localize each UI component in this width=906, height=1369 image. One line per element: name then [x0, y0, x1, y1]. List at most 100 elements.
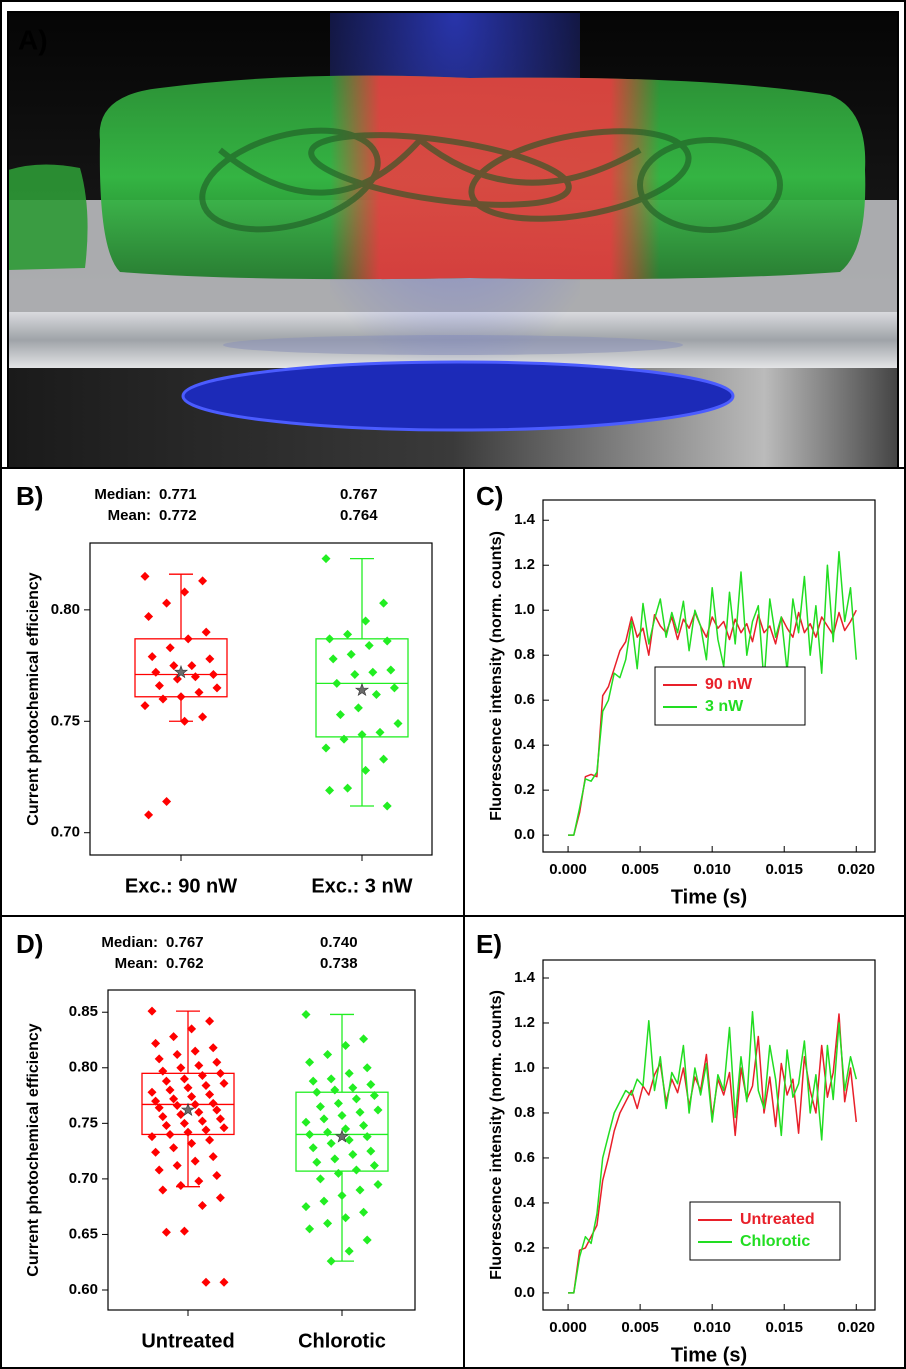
- data-point: [162, 797, 172, 807]
- x-tick-label: 0.015: [765, 861, 803, 878]
- data-point: [350, 669, 360, 679]
- data-point: [190, 1046, 200, 1056]
- data-point: [362, 1063, 372, 1073]
- data-point: [172, 1101, 182, 1111]
- data-point: [315, 1102, 325, 1112]
- data-point: [169, 1094, 179, 1104]
- data-point: [180, 587, 190, 597]
- data-point: [386, 665, 396, 675]
- data-point: [212, 1171, 222, 1181]
- data-point: [355, 1107, 365, 1117]
- data-point: [208, 1043, 218, 1053]
- data-point: [301, 1117, 311, 1127]
- data-point: [219, 1277, 229, 1287]
- legend-box: [654, 666, 806, 726]
- data-point: [359, 1034, 369, 1044]
- mean-label: 0.772: [159, 507, 197, 524]
- data-point: [165, 1129, 175, 1139]
- data-point: [183, 1127, 193, 1137]
- data-point: [323, 1218, 333, 1228]
- data-point: [201, 1081, 211, 1091]
- data-point: [393, 719, 403, 729]
- y-axis-label: Fluorescence intensity (norm. counts): [488, 990, 505, 1280]
- data-point: [333, 1098, 343, 1108]
- data-point: [359, 1121, 369, 1131]
- data-point: [161, 1121, 171, 1131]
- data-point: [382, 636, 392, 646]
- mean-label: 0.738: [320, 955, 358, 972]
- y-tick-label: 0.2: [514, 781, 535, 798]
- data-point: [179, 1118, 189, 1128]
- data-point: [312, 1157, 322, 1167]
- data-point: [144, 810, 154, 820]
- data-point: [361, 765, 371, 775]
- mean-marker: [334, 1129, 350, 1143]
- data-point: [344, 1068, 354, 1078]
- data-point: [337, 1111, 347, 1121]
- data-point: [205, 654, 215, 664]
- y-tick-label: 0.85: [69, 1003, 98, 1020]
- data-point: [194, 1176, 204, 1186]
- data-point: [344, 1135, 354, 1145]
- data-point: [187, 1024, 197, 1034]
- data-point: [219, 1123, 229, 1133]
- data-point: [169, 1032, 179, 1042]
- data-point: [326, 1138, 336, 1148]
- y-tick-label: 1.4: [514, 511, 536, 528]
- data-point: [357, 730, 367, 740]
- data-point: [187, 661, 197, 671]
- x-tick-label: 0.000: [549, 861, 587, 878]
- data-point: [176, 1109, 186, 1119]
- data-point: [366, 1146, 376, 1156]
- data-point: [368, 667, 378, 677]
- data-point: [190, 1099, 200, 1109]
- data-point: [325, 634, 335, 644]
- data-point: [154, 1054, 164, 1064]
- data-point: [341, 1124, 351, 1134]
- y-axis-label: Fluorescence intensity (norm. counts): [488, 531, 505, 821]
- y-tick-label: 0.75: [69, 1114, 98, 1131]
- data-point: [212, 1057, 222, 1067]
- data-point: [158, 1066, 168, 1076]
- data-point: [162, 598, 172, 608]
- panel-label: D): [16, 929, 43, 959]
- data-point: [339, 734, 349, 744]
- data-point: [169, 1143, 179, 1153]
- x-tick-label: Exc.: 3 nW: [311, 875, 412, 897]
- data-point: [179, 1074, 189, 1084]
- data-point: [140, 701, 150, 711]
- data-point: [335, 710, 345, 720]
- panel-label: A): [18, 24, 48, 55]
- y-tick-label: 0.70: [69, 1170, 98, 1187]
- legend-label: 3 nW: [705, 698, 744, 715]
- data-point: [161, 1227, 171, 1237]
- y-tick-label: 1.4: [514, 969, 536, 986]
- data-point: [212, 1105, 222, 1115]
- data-point: [319, 1114, 329, 1124]
- x-tick-label: 0.020: [837, 861, 875, 878]
- data-point: [212, 683, 222, 693]
- stat-name: Mean:: [115, 955, 158, 972]
- stat-name: Median:: [101, 934, 158, 951]
- data-point: [187, 1092, 197, 1102]
- small-cell: [8, 164, 88, 270]
- data-point: [183, 634, 193, 644]
- mean-label: 0.764: [340, 507, 378, 524]
- stat-name: Median:: [94, 486, 151, 503]
- x-tick-label: 0.010: [693, 861, 731, 878]
- x-tick-label: 0.010: [693, 1319, 731, 1336]
- data-point: [326, 1256, 336, 1266]
- data-point: [144, 612, 154, 622]
- data-point: [351, 1165, 361, 1175]
- data-point: [355, 1185, 365, 1195]
- data-point: [301, 1009, 311, 1019]
- data-point: [205, 1135, 215, 1145]
- x-tick-label: Exc.: 90 nW: [125, 875, 237, 897]
- data-point: [341, 1213, 351, 1223]
- data-point: [346, 649, 356, 659]
- data-point: [373, 1179, 383, 1189]
- y-tick-label: 0.8: [514, 646, 535, 663]
- data-point: [321, 554, 331, 564]
- x-tick-label: 0.005: [621, 861, 659, 878]
